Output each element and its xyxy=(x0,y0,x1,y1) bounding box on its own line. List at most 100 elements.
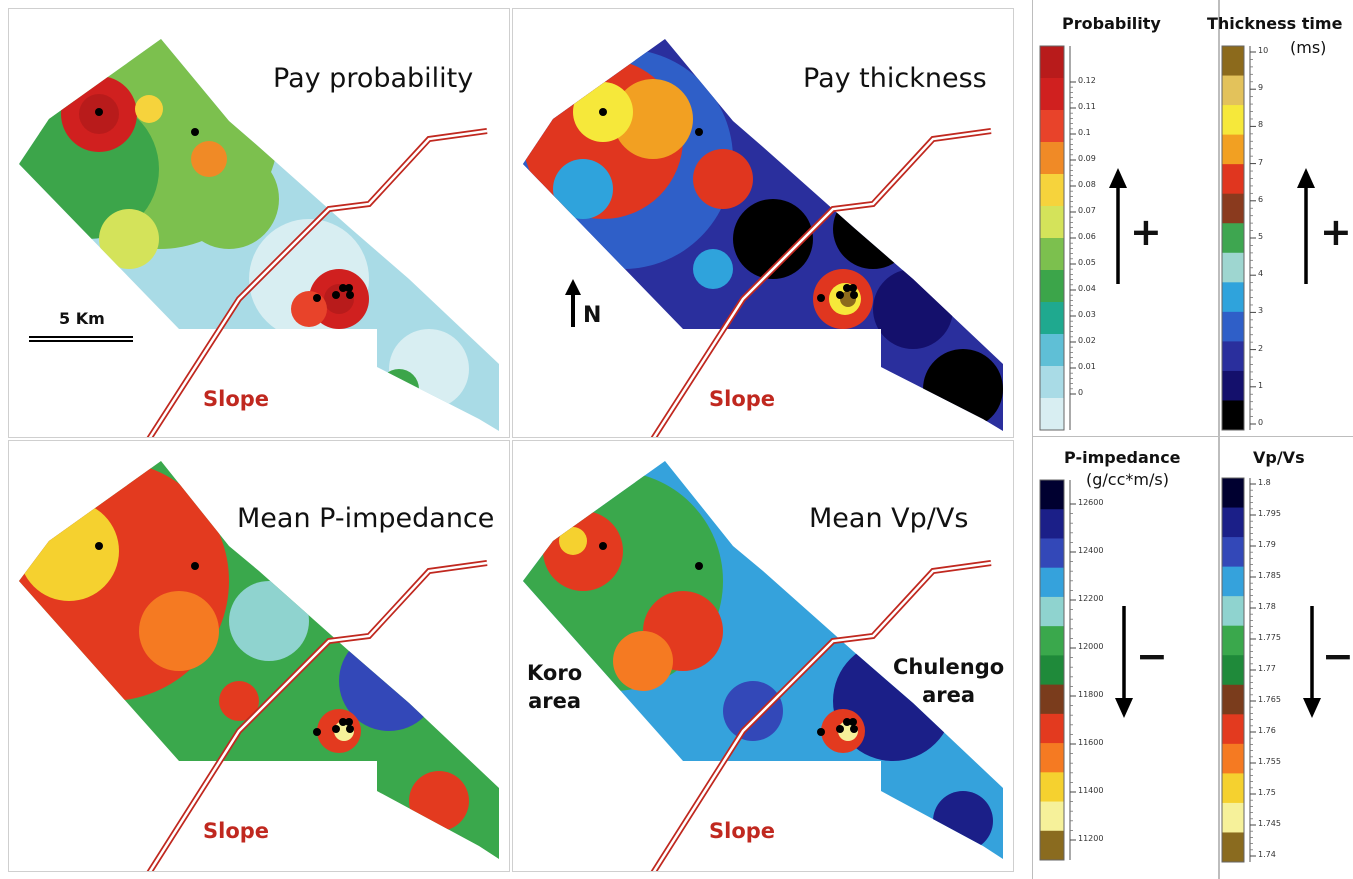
decrease-arrow xyxy=(1303,606,1321,718)
colorbar-segment xyxy=(1040,174,1064,207)
vertical-divider xyxy=(1218,0,1220,879)
colorbar-segment xyxy=(1222,134,1244,165)
colorbar-title: Probability xyxy=(1062,14,1161,33)
chulengo-area-line2: area xyxy=(922,683,976,707)
slope-label: Slope xyxy=(203,819,270,843)
decrease-arrow xyxy=(1115,606,1133,718)
colorbar-fill xyxy=(1040,46,1064,431)
colorbar-tick-label: 0.07 xyxy=(1078,206,1096,215)
colorbar-segment xyxy=(1222,743,1244,774)
colorbar-segment xyxy=(1040,626,1064,656)
colorbar-tick-label: 8 xyxy=(1258,120,1264,130)
colorbar-segment xyxy=(1040,334,1064,367)
colorbar-tick-label: 11600 xyxy=(1078,738,1104,747)
colorbar-segment xyxy=(1040,655,1064,686)
colorbar-segment xyxy=(1040,538,1064,569)
koro-area-label: Koro area xyxy=(527,659,582,715)
panel-title: Mean Vp/Vs xyxy=(809,503,969,534)
plus-sign: + xyxy=(1320,210,1352,254)
colorbar-segment xyxy=(1040,142,1064,175)
colorbar-fill xyxy=(1222,46,1244,431)
probability-colorbar xyxy=(1039,45,1076,431)
colorbar-tick-label: 1.765 xyxy=(1258,695,1281,704)
colorbar-segment xyxy=(1222,311,1244,342)
well-markers xyxy=(95,108,354,302)
slope-label: Slope xyxy=(203,387,270,411)
colorbar-segment xyxy=(1040,302,1064,335)
slope-label: Slope xyxy=(709,387,776,411)
mean-p-impedance-map xyxy=(19,461,499,871)
colorbar-tick-label: 1 xyxy=(1258,380,1264,390)
pay-probability-map-panel: Pay probability 5 Km Slope xyxy=(8,8,510,438)
vpvs-colorbar xyxy=(1221,477,1256,863)
colorbar-tick-label: 0.06 xyxy=(1078,232,1096,241)
colorbar-tick-label: 12400 xyxy=(1078,546,1104,555)
colorbar-segment xyxy=(1040,772,1064,803)
colorbar-tick-label: 3 xyxy=(1258,306,1264,316)
colorbar-segment xyxy=(1222,105,1244,136)
colorbar-tick-label: 1.76 xyxy=(1258,726,1276,735)
colorbar-segment xyxy=(1040,46,1064,79)
vertical-divider xyxy=(1032,0,1033,879)
mean-vpvs-map-panel: Mean Vp/Vs Koro area Chulengo area Slope xyxy=(512,440,1014,872)
slope-line xyxy=(146,128,488,437)
colorbar-segment xyxy=(1222,832,1244,863)
horizontal-divider xyxy=(1032,436,1353,437)
thickness-colorbar xyxy=(1221,45,1256,431)
colorbar-ticks xyxy=(1070,503,1076,841)
increase-arrow xyxy=(1109,168,1127,284)
colorbar-title: Thickness time xyxy=(1207,14,1343,33)
minus-sign: − xyxy=(1322,634,1353,678)
slope-label: Slope xyxy=(709,819,776,843)
colorbar-tick-label: 1.775 xyxy=(1258,633,1281,642)
colorbar-segment xyxy=(1040,830,1064,861)
colorbar-segment xyxy=(1222,537,1244,568)
slope-line xyxy=(650,560,992,871)
colorbar-tick-label: 1.74 xyxy=(1258,850,1276,859)
colorbar-segment xyxy=(1222,46,1244,77)
colorbar-segment xyxy=(1040,713,1064,744)
colorbar-segment xyxy=(1222,507,1244,538)
colorbar-segment xyxy=(1040,801,1064,832)
colorbar-tick-label: 2 xyxy=(1258,343,1264,353)
colorbar-tick-label: 10 xyxy=(1258,46,1269,55)
colorbar-segment xyxy=(1222,655,1244,686)
colorbar-segment xyxy=(1222,714,1244,745)
colorbar-tick-label: 1.79 xyxy=(1258,540,1276,549)
colorbar-segment xyxy=(1040,567,1064,598)
slope-line xyxy=(146,560,488,871)
colorbar-tick-label: 0.02 xyxy=(1078,336,1096,345)
colorbar-segment xyxy=(1040,110,1064,143)
colorbar-segment xyxy=(1222,223,1244,254)
mean-vpvs-map xyxy=(523,461,1003,871)
colorbar-segment xyxy=(1040,206,1064,239)
colorbar-tick-label: 1.78 xyxy=(1258,602,1276,611)
colorbar-fill xyxy=(1040,480,1064,861)
colorbar-tick-label: 4 xyxy=(1258,269,1264,279)
colorbar-tick-label: 0.05 xyxy=(1078,258,1096,267)
pay-probability-map xyxy=(19,39,499,437)
chulengo-area-label: Chulengo area xyxy=(893,653,1004,709)
colorbar-tick-label: 9 xyxy=(1258,83,1264,93)
scale-bar xyxy=(29,336,133,342)
north-arrow xyxy=(565,279,581,327)
colorbar-tick-label: 1.75 xyxy=(1258,788,1276,797)
pay-thickness-map-panel: Pay thickness N Slope xyxy=(512,8,1014,438)
plus-sign: + xyxy=(1130,210,1162,254)
colorbar-tick-label: 0.11 xyxy=(1078,102,1096,111)
colorbar-tick-label: 1.795 xyxy=(1258,509,1281,518)
increase-arrow xyxy=(1297,168,1315,284)
colorbar-segment xyxy=(1040,596,1064,627)
colorbar-segment xyxy=(1040,509,1064,539)
colorbar-tick-label: 7 xyxy=(1258,157,1264,167)
koro-area-line2: area xyxy=(528,689,582,713)
colorbar-unit: (ms) xyxy=(1290,38,1327,57)
colorbar-tick-label: 12600 xyxy=(1078,498,1104,507)
colorbar-segment xyxy=(1222,596,1244,627)
pay-thickness-map xyxy=(523,39,1003,437)
chulengo-area-line1: Chulengo xyxy=(893,655,1005,679)
panel-title: Pay thickness xyxy=(803,63,987,94)
colorbar-segment xyxy=(1222,164,1244,195)
colorbar-segment xyxy=(1040,238,1064,271)
north-label: N xyxy=(583,303,602,328)
